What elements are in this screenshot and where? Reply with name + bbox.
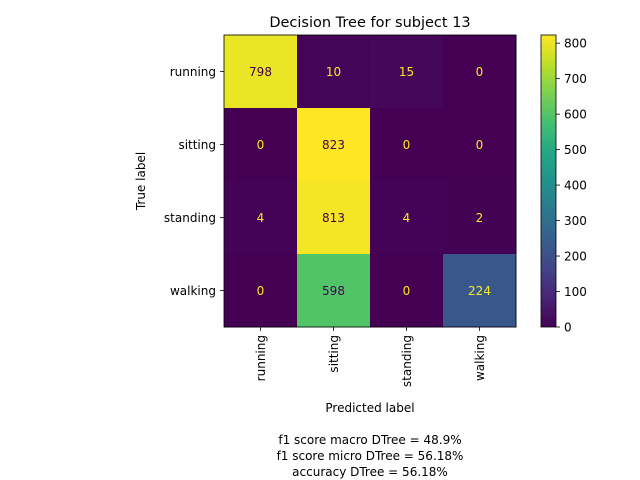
heatmap-cell bbox=[297, 108, 371, 182]
x-tick-label: walking bbox=[473, 335, 487, 381]
cell-value-label: 598 bbox=[322, 284, 345, 298]
heatmap-cell bbox=[297, 35, 371, 109]
heatmap-cell bbox=[224, 108, 298, 182]
colorbar-tick-label: 200 bbox=[564, 250, 587, 264]
cell-value-label: 224 bbox=[468, 284, 491, 298]
y-tick-label: standing bbox=[164, 211, 216, 225]
colorbar-tick-label: 600 bbox=[564, 108, 587, 122]
cell-value-label: 0 bbox=[476, 138, 484, 152]
chart-title: Decision Tree for subject 13 bbox=[269, 15, 470, 31]
cell-value-label: 798 bbox=[249, 65, 272, 79]
heatmap-cells bbox=[224, 35, 517, 328]
heatmap-cell bbox=[370, 181, 444, 255]
y-tick-label: walking bbox=[170, 284, 216, 298]
heatmap-cell-labels: 798 10 15 0 0 823 0 0 4 813 4 2 0 598 0 224 bbox=[249, 65, 491, 298]
cell-value-label: 0 bbox=[403, 138, 411, 152]
x-tick-label: sitting bbox=[327, 335, 341, 373]
heatmap-cell bbox=[443, 108, 517, 182]
cell-value-label: 0 bbox=[257, 284, 265, 298]
metric-line: accuracy DTree = 56.18% bbox=[292, 465, 448, 479]
metrics-footer: f1 score macro DTree = 48.9% f1 score mic… bbox=[277, 433, 464, 479]
metric-line: f1 score macro DTree = 48.9% bbox=[278, 433, 461, 447]
colorbar-tick-label: 800 bbox=[564, 37, 587, 51]
cell-value-label: 0 bbox=[257, 138, 265, 152]
colorbar-tick-label: 500 bbox=[564, 143, 587, 157]
cell-value-label: 813 bbox=[322, 211, 345, 225]
cell-value-label: 0 bbox=[403, 284, 411, 298]
heatmap-cell bbox=[297, 181, 371, 255]
heatmap-cell bbox=[370, 35, 444, 109]
plot-frame bbox=[223, 34, 517, 328]
heatmap-cell bbox=[370, 254, 444, 328]
colorbar-tick-label: 0 bbox=[564, 321, 572, 335]
y-axis-ticks: running sitting standing walking bbox=[164, 65, 224, 298]
cell-value-label: 4 bbox=[403, 211, 411, 225]
colorbar-tick-label: 300 bbox=[564, 214, 587, 228]
cell-value-label: 10 bbox=[326, 65, 341, 79]
x-tick-label: running bbox=[254, 335, 268, 381]
heatmap-cell bbox=[443, 254, 517, 328]
heatmap-cell bbox=[224, 35, 298, 109]
cell-value-label: 823 bbox=[322, 138, 345, 152]
colorbar: 0 100 200 300 400 500 600 700 800 bbox=[540, 34, 587, 335]
metric-line: f1 score micro DTree = 56.18% bbox=[277, 449, 464, 463]
y-tick-label: sitting bbox=[178, 138, 216, 152]
heatmap-cell bbox=[370, 108, 444, 182]
cell-value-label: 15 bbox=[399, 65, 414, 79]
cell-value-label: 2 bbox=[476, 211, 484, 225]
y-axis-label: True label bbox=[134, 152, 148, 211]
y-tick-label: running bbox=[170, 65, 216, 79]
heatmap-cell bbox=[443, 181, 517, 255]
cell-value-label: 4 bbox=[257, 211, 265, 225]
colorbar-gradient bbox=[540, 34, 557, 328]
cell-value-label: 0 bbox=[476, 65, 484, 79]
x-axis-label: Predicted label bbox=[325, 401, 414, 415]
colorbar-tick-label: 400 bbox=[564, 179, 587, 193]
heatmap-cell bbox=[224, 181, 298, 255]
heatmap-cell bbox=[224, 254, 298, 328]
x-tick-label: standing bbox=[400, 335, 414, 387]
x-axis-ticks: running sitting standing walking bbox=[254, 327, 487, 387]
heatmap-cell bbox=[443, 35, 517, 109]
colorbar-tick-label: 700 bbox=[564, 72, 587, 86]
heatmap-cell bbox=[297, 254, 371, 328]
colorbar-tick-label: 100 bbox=[564, 285, 587, 299]
